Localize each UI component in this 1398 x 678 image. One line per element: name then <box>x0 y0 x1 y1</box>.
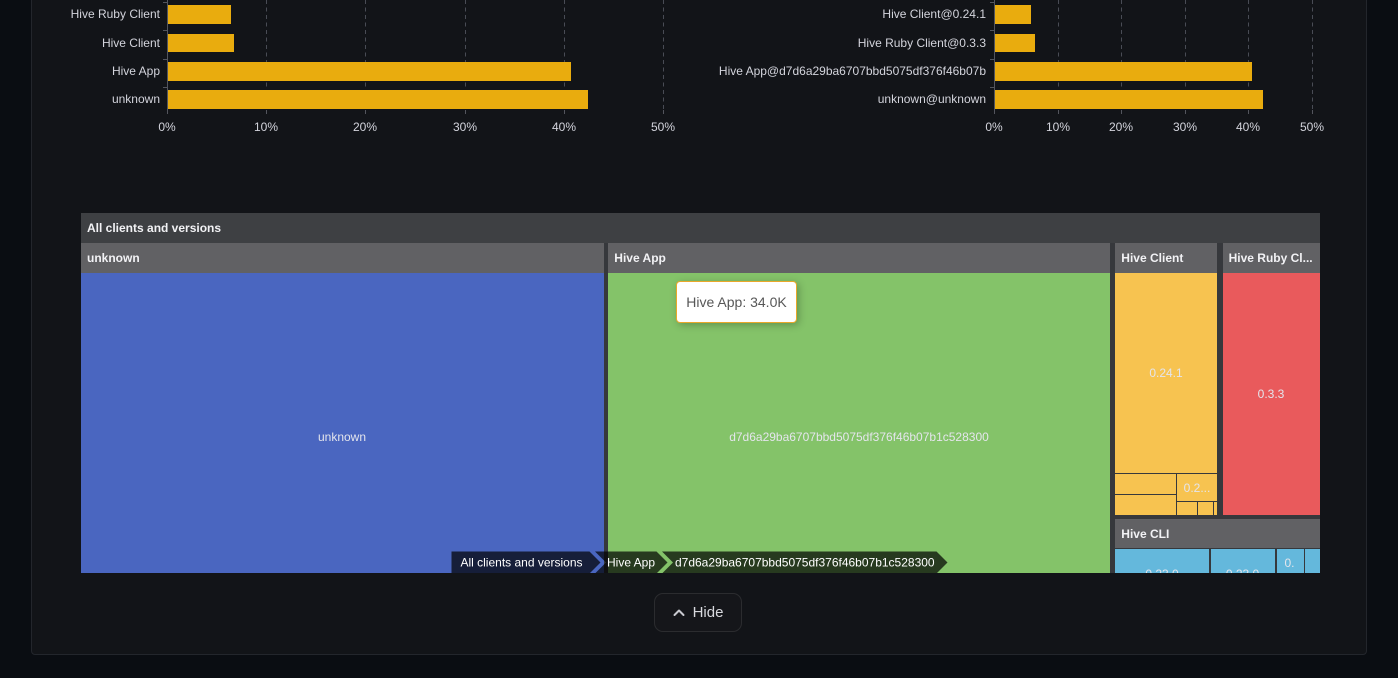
svg-text:Hive App: Hive App <box>607 556 655 570</box>
svg-text:d7d6a29ba6707bbd5075df376f46b0: d7d6a29ba6707bbd5075df376f46b07b1c528300 <box>675 556 935 570</box>
svg-text:All clients and versions: All clients and versions <box>460 556 582 570</box>
